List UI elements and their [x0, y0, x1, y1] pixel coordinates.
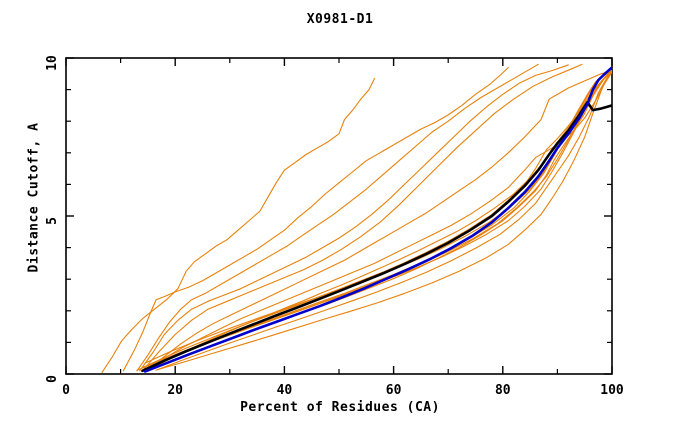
series-line	[101, 77, 376, 373]
x-tick-label: 60	[386, 383, 402, 398]
series-line	[155, 71, 612, 371]
x-axis-label: Percent of Residues (CA)	[240, 400, 440, 415]
axis-frame	[65, 57, 613, 375]
axis-ticks	[65, 57, 613, 375]
series-line	[144, 70, 612, 364]
series-line	[143, 66, 612, 373]
x-tick-label: 80	[495, 383, 511, 398]
series-line	[141, 70, 612, 369]
x-tick-label: 40	[277, 383, 293, 398]
series-line	[158, 70, 612, 370]
data-series-group	[101, 63, 612, 373]
y-tick-label: 10	[45, 55, 60, 71]
series-line	[136, 63, 539, 372]
series-line	[136, 71, 612, 371]
x-tick-label: 100	[600, 383, 624, 398]
series-line	[139, 64, 569, 372]
series-line	[141, 63, 583, 372]
y-tick-label: 5	[45, 217, 60, 225]
axis-tick-labels: 0 20 40 60 80 100 0 5 10	[45, 55, 624, 398]
x-tick-label: 20	[167, 383, 183, 398]
x-tick-label: 0	[62, 383, 70, 398]
series-line	[141, 100, 612, 373]
y-tick-label: 0	[45, 375, 60, 383]
series-line	[122, 66, 509, 372]
page-title: X0981-D1	[306, 12, 374, 27]
series-line	[147, 70, 612, 370]
